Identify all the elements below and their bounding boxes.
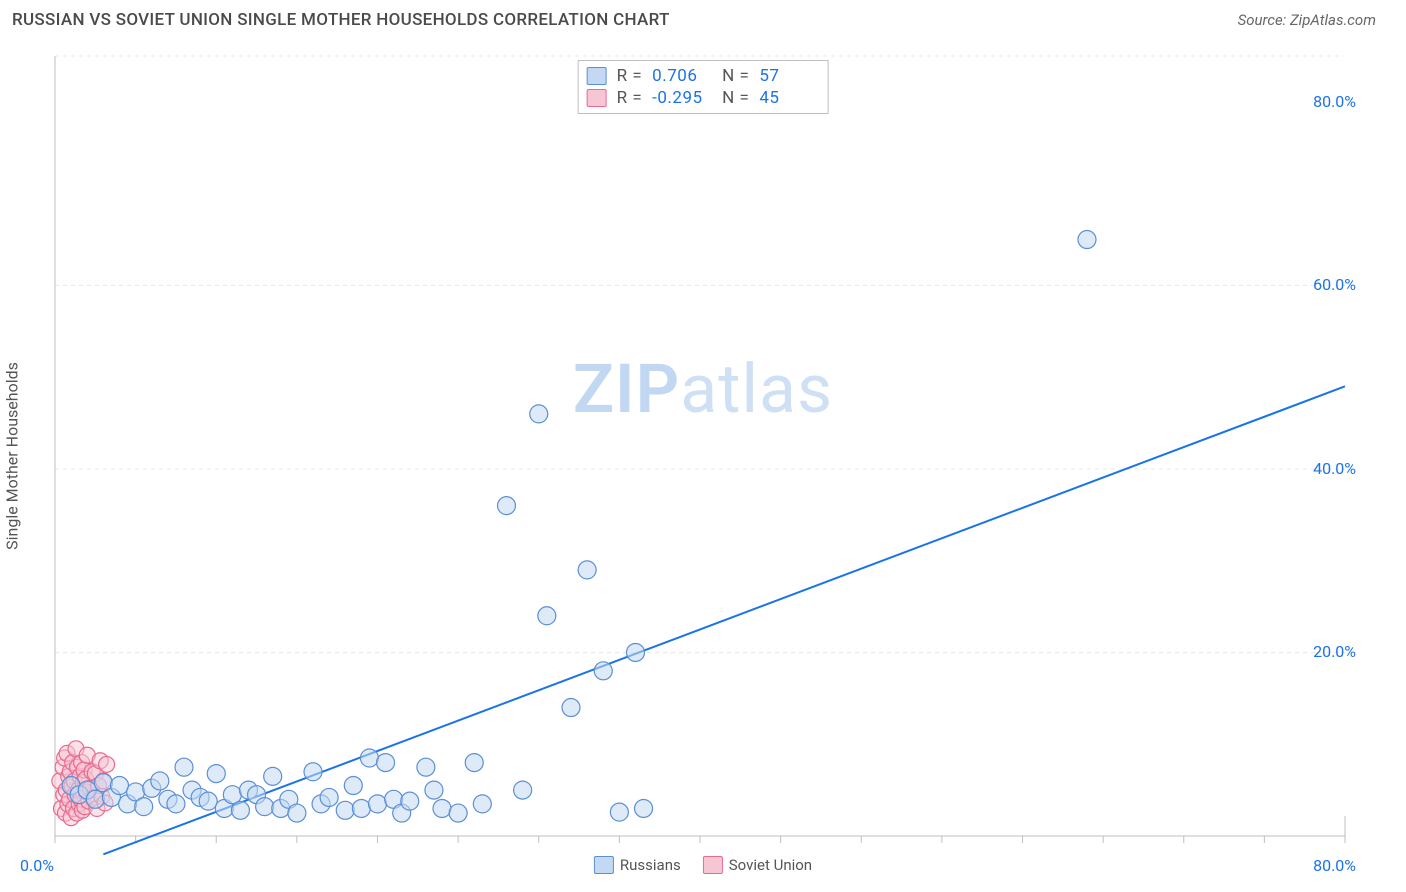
series-legend: Russians Soviet Union: [594, 856, 812, 874]
legend-swatch-icon: [703, 856, 723, 874]
legend-label: Soviet Union: [729, 856, 812, 874]
legend-swatch-icon: [587, 89, 607, 107]
y-axis-label: Single Mother Households: [3, 362, 22, 550]
scatter-chart-svg: [0, 36, 1406, 866]
legend-item: Russians: [594, 856, 681, 874]
chart-header: RUSSIAN VS SOVIET UNION SINGLE MOTHER HO…: [0, 0, 1406, 36]
correlation-legend-row: R =0.706N =57: [587, 65, 820, 87]
legend-item: Soviet Union: [703, 856, 812, 874]
y-tick-label: 20.0%: [1313, 642, 1356, 661]
y-tick-label: 80.0%: [1313, 92, 1356, 111]
y-tick-label: 40.0%: [1313, 459, 1356, 478]
x-axis-min-label: 0.0%: [20, 856, 54, 875]
correlation-legend: R =0.706N =57R =-0.295N =45: [578, 60, 829, 114]
correlation-legend-row: R =-0.295N =45: [587, 87, 820, 109]
legend-label: Russians: [620, 856, 681, 874]
y-tick-label: 60.0%: [1313, 275, 1356, 294]
legend-swatch-icon: [594, 856, 614, 874]
legend-swatch-icon: [587, 67, 607, 85]
chart-area: Single Mother Households ZIPatlas 0.0% 8…: [0, 36, 1406, 876]
x-axis-max-label: 80.0%: [1313, 856, 1356, 875]
chart-source: Source: ZipAtlas.com: [1238, 11, 1376, 29]
chart-title: RUSSIAN VS SOVIET UNION SINGLE MOTHER HO…: [12, 10, 670, 30]
